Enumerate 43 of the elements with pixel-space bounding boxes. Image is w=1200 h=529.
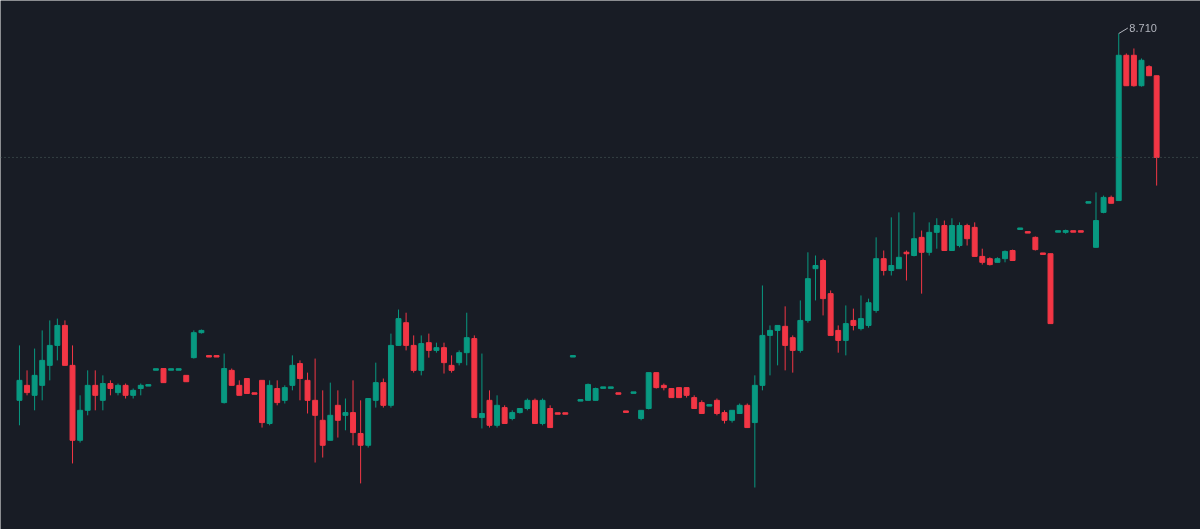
candlestick (441, 342, 447, 375)
candlestick (918, 230, 925, 295)
candlestick (463, 312, 470, 366)
candlestick (774, 324, 781, 366)
candlestick (850, 308, 857, 331)
candlestick (342, 398, 349, 431)
candlestick (281, 384, 288, 405)
candlestick (964, 223, 971, 247)
candlestick (547, 404, 554, 429)
candlestick (425, 333, 432, 359)
candlestick (304, 372, 311, 414)
candlestick (501, 404, 508, 424)
candlestick (289, 354, 296, 391)
candlestick (274, 379, 281, 406)
candlestick (92, 369, 99, 411)
candlestick (297, 359, 303, 401)
candlestick (812, 255, 819, 301)
candlestick (789, 334, 796, 374)
candlestick (334, 389, 341, 439)
annotation: 8.710 (1129, 22, 1157, 35)
candlestick (403, 312, 410, 351)
candlestick (357, 399, 364, 484)
candlestick (895, 211, 902, 270)
candlestick (903, 250, 910, 281)
candlestick (380, 378, 387, 409)
candlestick (880, 250, 887, 276)
candlestick (312, 358, 319, 464)
candlestick (532, 398, 538, 424)
candlestick (494, 394, 501, 429)
candlestick (744, 403, 751, 429)
candlestick (372, 362, 379, 409)
candlestick (888, 216, 895, 276)
candlestick (16, 344, 23, 426)
candlestick (478, 353, 485, 429)
candlestick (911, 211, 918, 257)
candlestick (24, 369, 30, 396)
candlestick (782, 305, 789, 371)
candlestick (933, 217, 940, 250)
candlestick (350, 379, 356, 446)
candlestick (926, 221, 933, 257)
candlestick (99, 374, 106, 411)
candlestick (539, 398, 546, 426)
candlestick (842, 304, 849, 356)
